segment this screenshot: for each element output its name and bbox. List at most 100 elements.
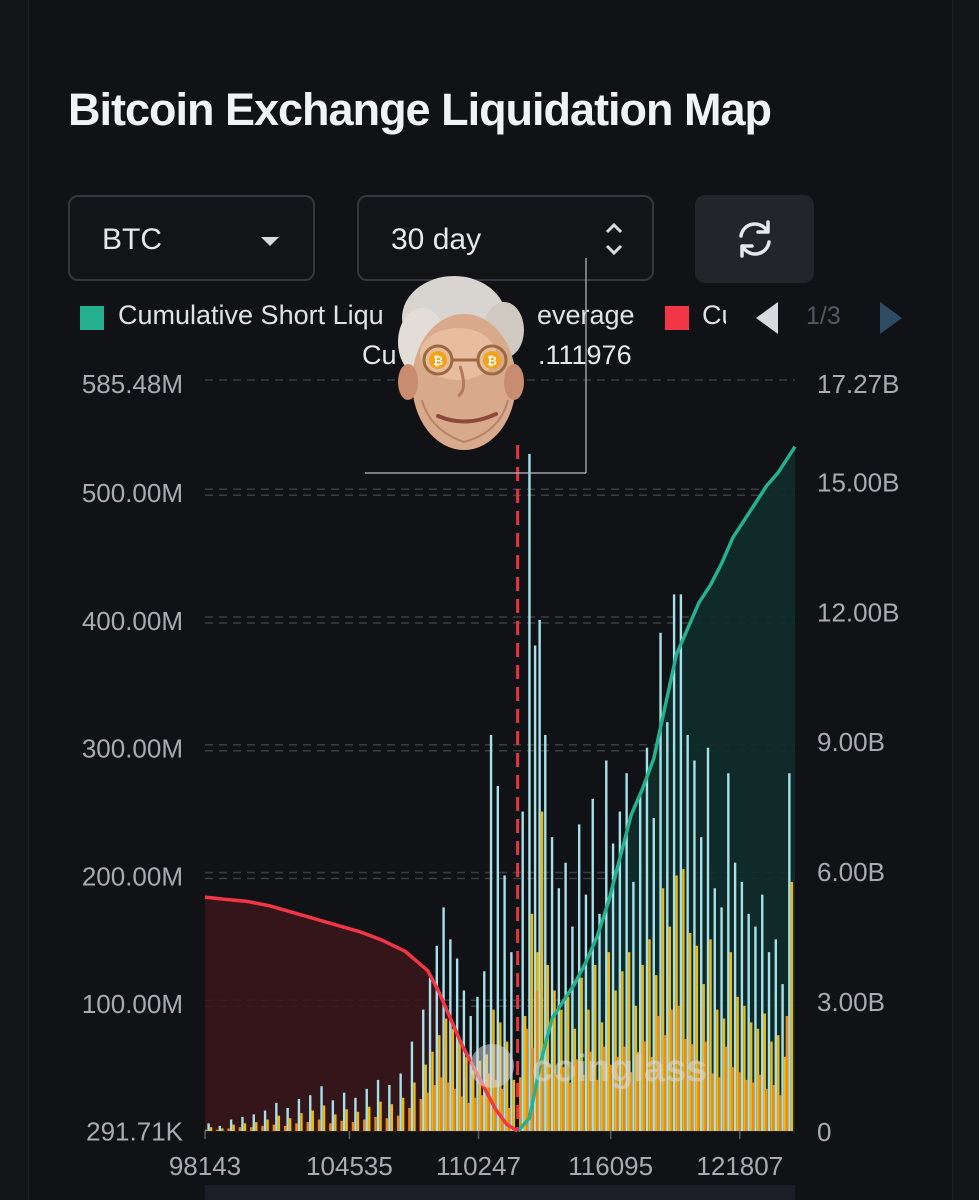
leverage-bar-low — [541, 1054, 544, 1131]
left-axis-tick-label: 500.00M — [82, 478, 183, 508]
leverage-bar-high — [645, 747, 649, 1131]
period-select[interactable]: 30 day — [357, 195, 654, 281]
leverage-bar-high — [598, 913, 601, 1131]
leverage-bar-low — [433, 1085, 436, 1131]
refresh-button[interactable] — [695, 195, 814, 283]
leverage-bar-low — [487, 1073, 490, 1131]
leverage-bar-high — [611, 843, 615, 1131]
leverage-bar-low — [507, 1108, 511, 1131]
leverage-bar-low — [704, 1041, 707, 1131]
leverage-bar-mid — [682, 869, 685, 1131]
refresh-icon — [739, 220, 771, 258]
avatar: ₿ ₿ — [398, 276, 524, 450]
leverage-bar-low — [595, 1079, 599, 1131]
left-axis-tick-label: 300.00M — [82, 734, 183, 764]
leverage-bar-low — [575, 1059, 578, 1131]
leverage-bar-mid — [478, 1060, 482, 1131]
leverage-bar-mid — [736, 996, 739, 1131]
leverage-bar-mid — [560, 1009, 563, 1131]
right-axis-tick-label: 0 — [817, 1117, 831, 1147]
leverage-bar-mid — [688, 932, 692, 1131]
leverage-bar-low — [758, 1074, 761, 1131]
leverage-bar-low — [663, 1035, 667, 1131]
leverage-bar-mid — [424, 1064, 427, 1131]
leverage-bar-high — [672, 594, 676, 1131]
leverage-bar-low — [568, 1082, 572, 1131]
leverage-bar-low — [419, 1099, 422, 1131]
leverage-bar-mid — [277, 1115, 281, 1131]
leverage-bar-low — [778, 1095, 782, 1131]
leverage-bar-high — [652, 817, 655, 1131]
legend-label-long[interactable]: Cu — [702, 300, 726, 330]
leverage-bar-low — [500, 1088, 504, 1131]
leverage-bar-low — [616, 1056, 619, 1131]
leverage-bar-low — [426, 1092, 429, 1131]
leverage-bar-low — [439, 1077, 443, 1131]
leverage-bar-mid — [709, 939, 712, 1131]
leverage-bar-low — [656, 1016, 660, 1131]
leverage-bar-mid — [209, 1127, 213, 1131]
leverage-bar-low — [283, 1125, 287, 1131]
left-axis-tick-label: 100.00M — [82, 989, 183, 1019]
leverage-bar-low — [650, 1056, 653, 1131]
page-title: Bitcoin Exchange Liquidation Map — [68, 84, 772, 135]
stepper-arrows-icon — [605, 222, 623, 256]
leverage-bar-high — [550, 837, 554, 1131]
coin-select[interactable]: BTC — [68, 195, 315, 281]
leverage-bar-mid — [356, 1111, 360, 1131]
pager-prev-icon[interactable] — [754, 300, 782, 336]
left-axis-tick-label: 585.48M — [82, 369, 183, 399]
leverage-bar-mid — [695, 945, 699, 1131]
leverage-bar-low — [622, 1046, 626, 1131]
leverage-bar-mid — [675, 875, 678, 1131]
leverage-bar-mid — [300, 1113, 303, 1131]
x-axis-tick-label: 104535 — [306, 1151, 393, 1181]
leverage-bar-mid — [255, 1122, 258, 1131]
leverage-bar-mid — [743, 1005, 746, 1131]
leverage-bar-low — [351, 1122, 355, 1131]
leverage-bar-low — [238, 1127, 242, 1131]
leverage-bar-mid — [655, 975, 658, 1131]
leverage-bar-mid — [243, 1123, 247, 1131]
leverage-bar-mid — [648, 939, 651, 1131]
leverage-bar-high — [538, 619, 541, 1131]
leverage-bar-mid — [634, 1005, 638, 1131]
leverage-bar-high — [774, 939, 777, 1131]
leverage-bar-low — [473, 1097, 477, 1131]
leverage-bar-high — [700, 837, 703, 1131]
leverage-bar-high — [754, 926, 757, 1131]
leverage-bar-mid — [311, 1110, 314, 1131]
leverage-bar-low — [340, 1120, 343, 1131]
leverage-bar-mid — [770, 1041, 773, 1131]
leverage-bar-mid — [368, 1106, 371, 1131]
leverage-bar-mid — [594, 964, 597, 1131]
coin-select-value: BTC — [102, 223, 162, 256]
leverage-bar-low — [548, 1064, 551, 1131]
pager-next-icon[interactable] — [876, 300, 904, 336]
leverage-bar-mid — [607, 952, 610, 1131]
leverage-bar-high — [365, 1088, 368, 1131]
leverage-bar-mid — [379, 1101, 382, 1131]
leverage-bar-high — [727, 773, 730, 1131]
leverage-bar-mid — [756, 1028, 760, 1131]
leverage-bar-high — [435, 945, 439, 1131]
leverage-bar-high — [320, 1086, 323, 1131]
leverage-bar-low — [535, 990, 539, 1131]
leverage-bar-high — [469, 1016, 472, 1131]
leverage-bar-mid — [627, 952, 631, 1131]
leverage-bar-high — [207, 1123, 210, 1131]
leverage-bar-mid — [702, 984, 705, 1131]
leverage-bar-mid — [553, 990, 556, 1131]
leverage-bar-high — [229, 1119, 233, 1131]
leverage-bar-high — [544, 734, 547, 1131]
leverage-bar-low — [480, 1095, 483, 1131]
leverage-bar-low — [385, 1118, 389, 1131]
leverage-bar-low — [555, 1074, 558, 1131]
leverage-bar-high — [275, 1102, 278, 1131]
leverage-bar-low — [765, 1088, 768, 1131]
leverage-bar-mid — [587, 1009, 590, 1131]
leverage-bar-high — [455, 958, 459, 1131]
legend-label-short[interactable]: Cumulative Short Liqu — [118, 300, 384, 330]
leverage-bar-high — [693, 760, 696, 1131]
